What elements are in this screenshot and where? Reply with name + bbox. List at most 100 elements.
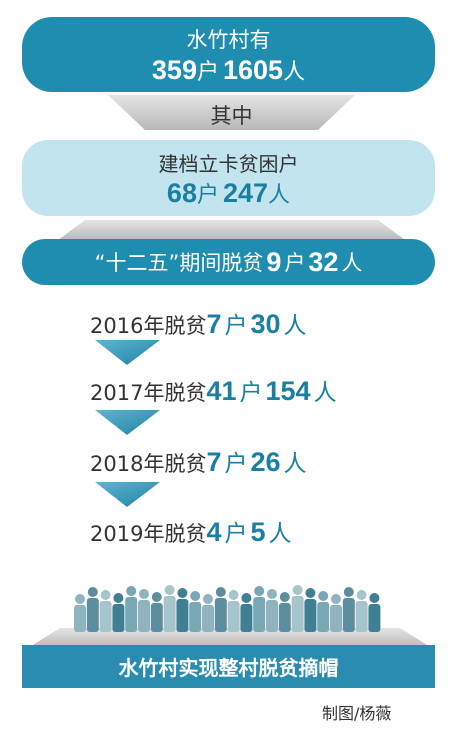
people-unit: 人 (313, 380, 337, 406)
person-icon (126, 586, 137, 596)
people: 5 (250, 517, 266, 547)
number: 359 (151, 54, 197, 85)
unit: 户 (196, 182, 219, 208)
label: 水竹村有 (186, 27, 271, 52)
person-icon (317, 602, 330, 632)
person-icon (203, 594, 213, 604)
person-icon (342, 598, 355, 632)
person-icon (240, 604, 253, 632)
person-icon (176, 599, 189, 632)
household-unit: 户 (224, 313, 248, 339)
person-icon (177, 588, 188, 598)
person-icon (254, 586, 265, 596)
person-icon (331, 594, 341, 604)
number: 247 (222, 177, 269, 208)
person-icon (112, 604, 125, 632)
household-unit: 户 (224, 521, 248, 547)
unit: 户 (196, 59, 219, 85)
funnel (108, 95, 355, 130)
people-unit: 人 (283, 451, 307, 477)
banner: 水竹村实现整村脱贫摘帽 (22, 645, 435, 688)
number: 1605 (222, 54, 284, 85)
registered-box: 建档立卡贫困户 68户 247人 (22, 140, 435, 216)
person-icon (150, 603, 163, 632)
person-icon (164, 585, 175, 595)
credit: 制图/杨薇 (322, 704, 392, 723)
households: 41 (206, 376, 237, 406)
person-icon (139, 589, 149, 599)
person-icon (100, 590, 111, 600)
person-icon (87, 587, 98, 597)
households: 7 (206, 309, 222, 339)
households: 4 (206, 517, 222, 547)
people-icons (74, 585, 381, 632)
year-row: 2016年脱贫7 户 30 人 (90, 306, 310, 340)
person-icon (99, 601, 112, 632)
person-icon (253, 597, 266, 632)
arrow (95, 410, 160, 435)
person-icon (291, 596, 304, 632)
year-row: 2019年脱贫4 户 5 人 (90, 514, 295, 548)
person-icon (214, 598, 227, 632)
person-icon (266, 600, 278, 632)
arrow (95, 482, 160, 507)
unit: 户 (284, 251, 306, 275)
label: 2019年脱贫 (90, 522, 207, 546)
person-icon (125, 597, 138, 632)
unit: 人 (283, 59, 306, 85)
person-icon (267, 589, 277, 599)
person-icon (368, 604, 381, 632)
person-icon (241, 593, 252, 603)
person-icon (163, 596, 176, 632)
person-icon (151, 592, 162, 602)
number: 32 (308, 246, 339, 277)
connector: 其中 (210, 104, 253, 128)
people: 154 (265, 376, 311, 406)
label: 2016年脱贫 (90, 314, 207, 338)
person-icon (292, 585, 303, 595)
stat: 68户 247人 (167, 177, 290, 209)
person-icon (75, 594, 85, 604)
person-icon (190, 591, 201, 601)
person-icon (305, 588, 316, 598)
person-icon (113, 593, 124, 603)
person-icon (74, 605, 86, 632)
person-icon (356, 590, 367, 600)
label: 建档立卡贫困户 (158, 151, 299, 176)
person-icon (215, 587, 226, 597)
person-icon (189, 602, 202, 632)
people-unit: 人 (283, 313, 307, 339)
number: 68 (166, 177, 197, 208)
unit: 人 (341, 251, 363, 275)
label: “十二五”期间脱贫 (94, 251, 264, 275)
person-icon (279, 592, 290, 602)
person-icon (278, 603, 291, 632)
total-box: 水竹村有 359户 1605人 (22, 17, 435, 92)
person-icon (330, 605, 342, 632)
person-icon (228, 590, 239, 600)
households: 7 (206, 447, 222, 477)
person-icon (369, 593, 380, 603)
unit: 人 (268, 182, 291, 208)
base (28, 628, 432, 648)
stat: 359户 1605人 (152, 54, 305, 86)
people-unit: 人 (268, 521, 292, 547)
person-icon (318, 591, 329, 601)
year-row: 2018年脱贫7 户 26 人 (90, 444, 310, 478)
label: 2017年脱贫 (90, 381, 207, 405)
person-icon (355, 601, 368, 632)
person-icon (86, 598, 99, 632)
person-icon (202, 605, 214, 632)
person-icon (343, 587, 354, 597)
household-unit: 户 (224, 451, 248, 477)
plan-box: “十二五”期间脱贫 9 户 32 人 (22, 239, 435, 285)
label: 2018年脱贫 (90, 452, 207, 476)
year-row: 2017年脱贫41 户 154 人 (90, 373, 340, 407)
number: 9 (266, 246, 282, 277)
person-icon (138, 600, 150, 632)
arrow (95, 340, 160, 365)
household-unit: 户 (239, 380, 263, 406)
people: 30 (250, 309, 281, 339)
